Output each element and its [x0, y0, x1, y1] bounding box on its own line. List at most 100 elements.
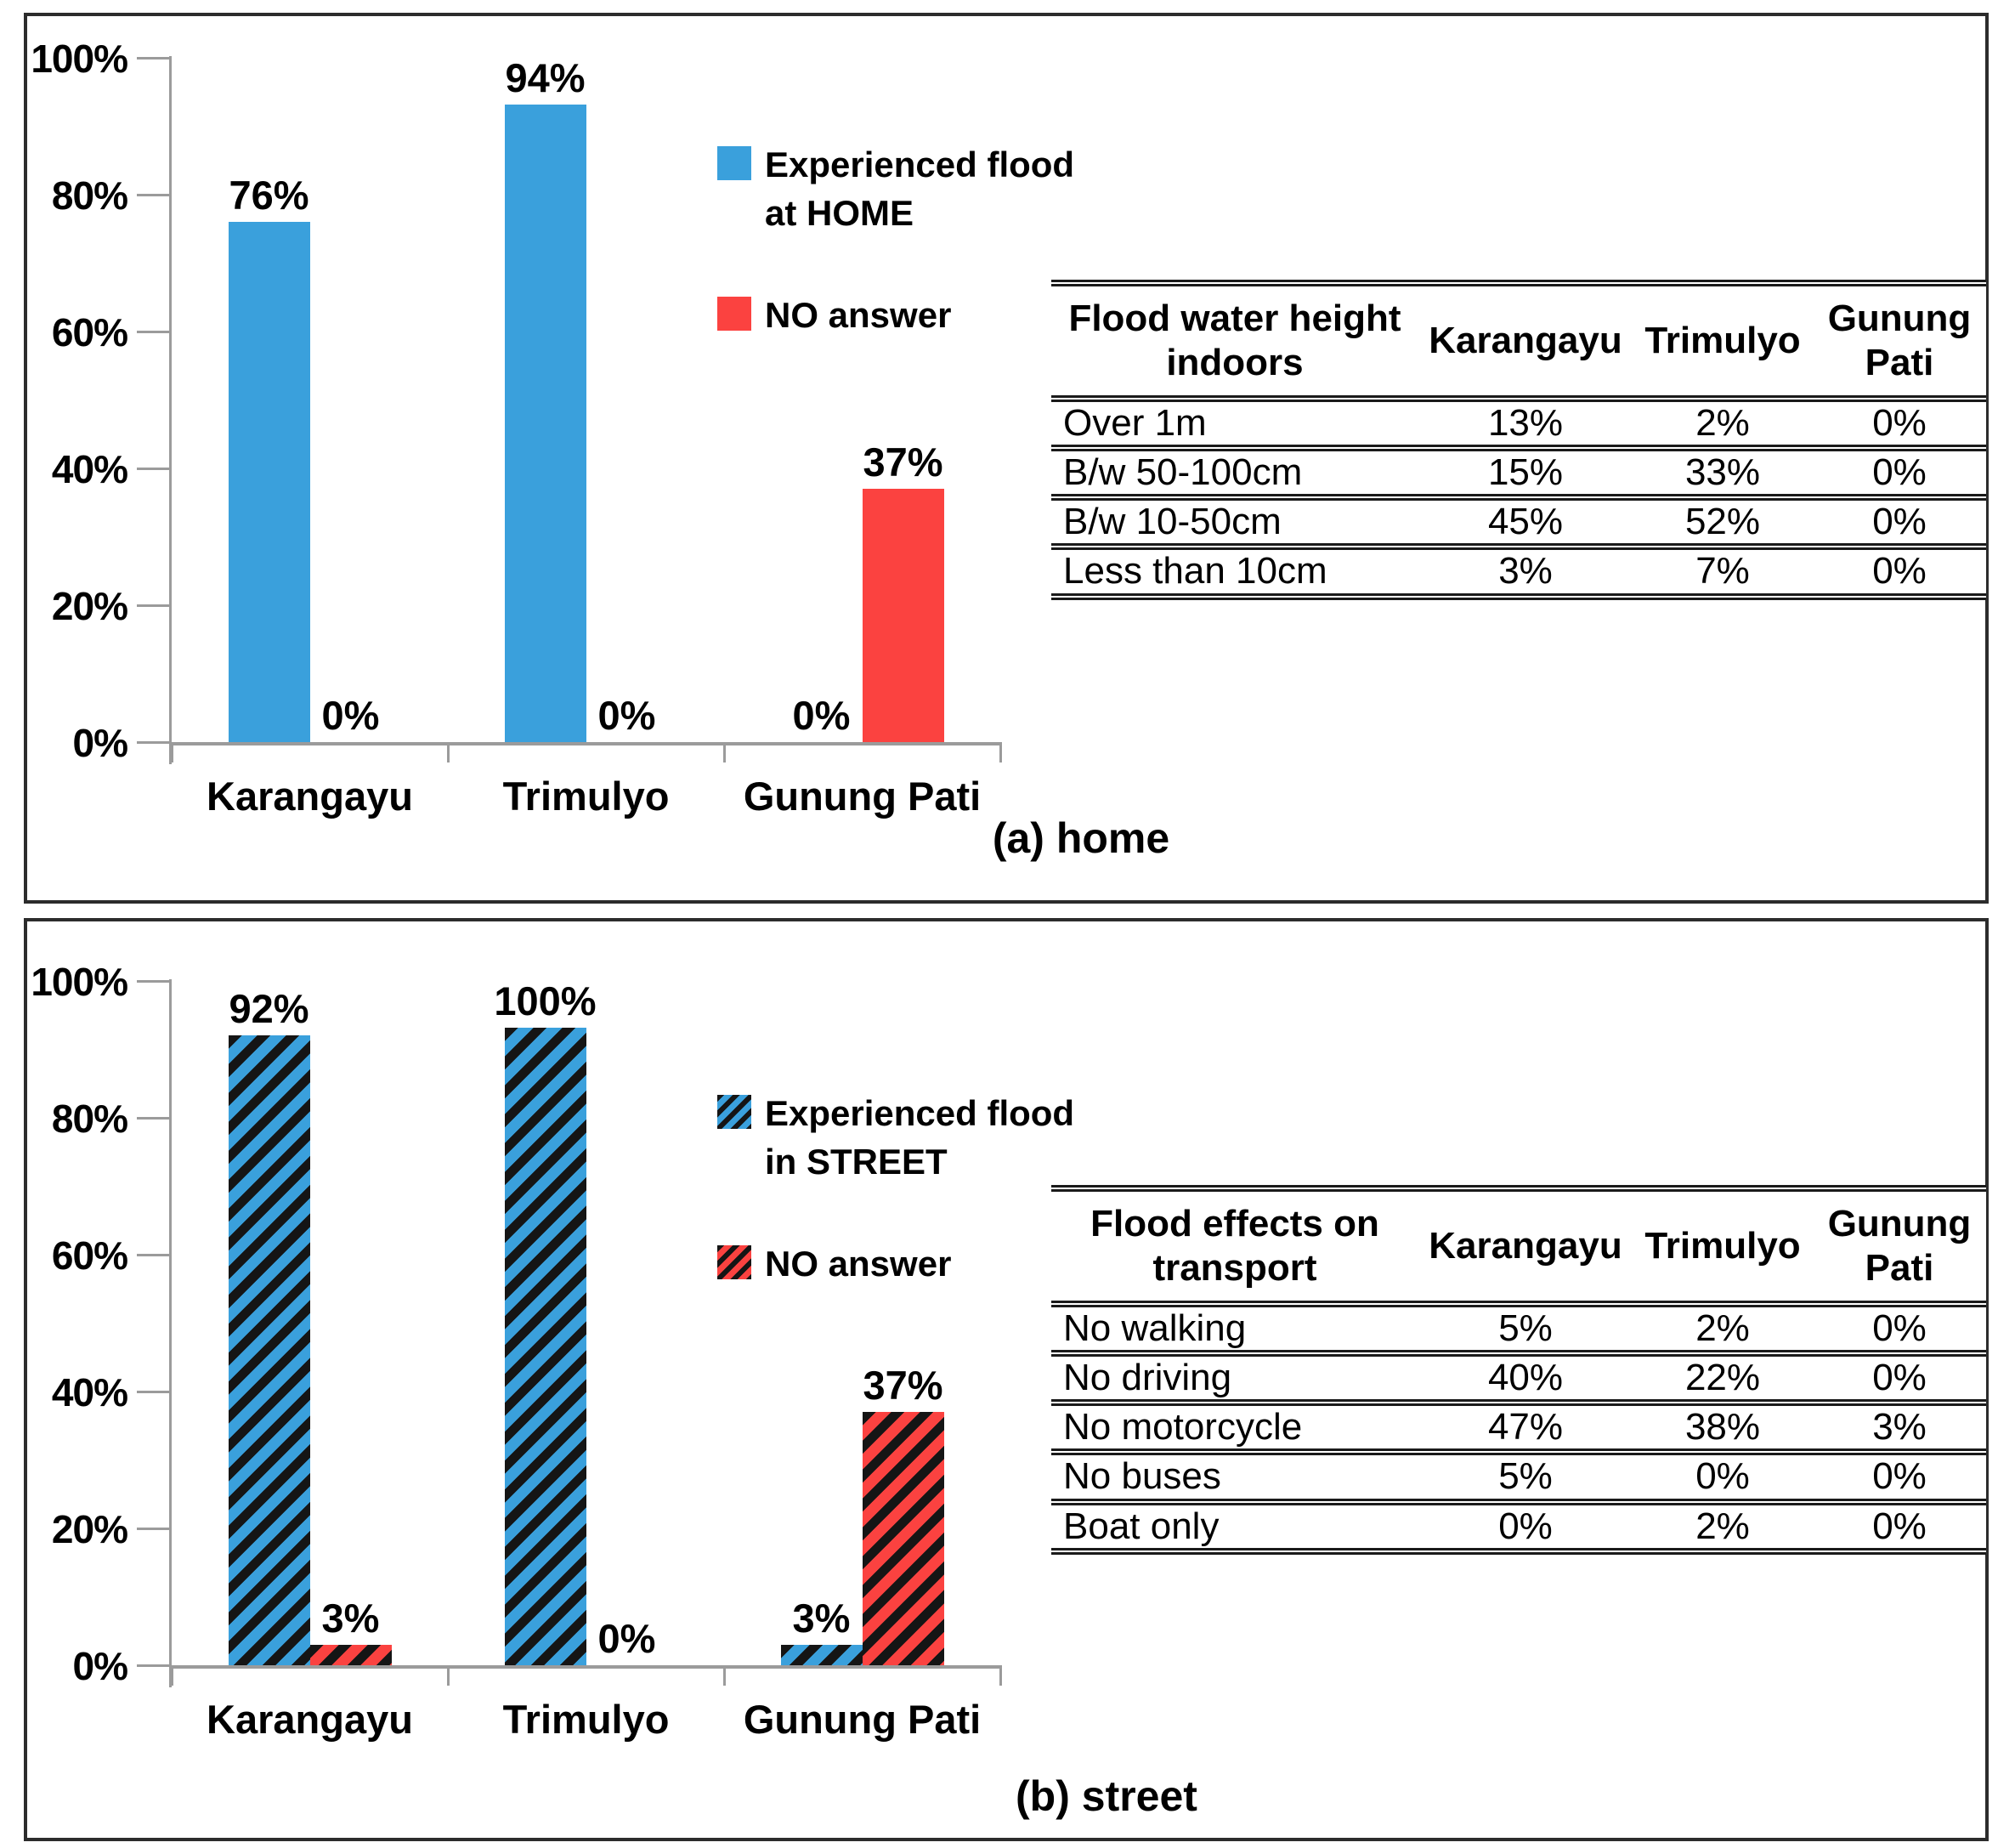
table-cell: 0%	[1872, 1505, 1927, 1547]
y-axis-tick	[137, 1117, 171, 1120]
y-axis-label: 20%	[51, 584, 128, 628]
bar-slot: 100%	[494, 981, 597, 1665]
y-axis-tick	[137, 980, 171, 983]
table-cell: 22%	[1684, 1357, 1761, 1398]
flood-survey-figure: 76% 0% 94% 0% 0% 37% 100% 80% 60% 40% 20% 0% Karang…	[24, 13, 1998, 1841]
y-axis-tick	[137, 331, 171, 333]
bar-groups: 92% 3% 100% 0% 3% 37%	[172, 981, 1000, 1665]
y-axis-tick	[137, 468, 171, 470]
table-row: No walking 5% 2% 0%	[1051, 1304, 1986, 1353]
bar-groups: 76% 0% 94% 0% 0% 37%	[172, 58, 1000, 742]
table-cell: 0%	[1498, 1505, 1553, 1547]
legend-swatch-icon	[717, 1095, 751, 1129]
legend-item: NO answer	[717, 292, 1108, 340]
y-axis-label: 20%	[51, 1507, 128, 1551]
legend-item: NO answer	[717, 1240, 1108, 1289]
y-axis-tick	[137, 57, 171, 60]
bar-experienced-flood	[228, 222, 310, 742]
bar-slot: 3%	[309, 981, 392, 1665]
table-row: No motorcycle 47% 38% 3%	[1051, 1403, 1986, 1453]
bar-experienced-flood	[228, 1035, 310, 1665]
legend-swatch-icon	[717, 1245, 751, 1280]
table-header-row: Flood water height indoors Karangayu Trimu…	[1051, 283, 1986, 399]
bar-value-label: 0%	[321, 693, 380, 738]
bar-group: 3% 37%	[724, 981, 1000, 1665]
table-cell: B/w 10-50cm	[1063, 501, 1282, 543]
bar-value-label: 92%	[229, 986, 309, 1032]
legend-home: Experienced flood at HOME NO answer	[717, 141, 1108, 394]
bar-value-label: 0%	[597, 693, 656, 738]
bar-no-answer	[862, 1412, 944, 1665]
table-body: No walking 5% 2% 0% No driving 40% 22% 0% No mot…	[1051, 1304, 1986, 1551]
x-axis-tick	[723, 1665, 726, 1686]
table-row: Less than 10cm 3% 7% 0%	[1051, 547, 1986, 596]
legend-swatch-icon	[717, 146, 751, 180]
y-axis-label: 100%	[31, 960, 128, 1004]
x-axis-tick	[171, 742, 173, 762]
y-axis-label: 40%	[51, 447, 128, 491]
table-body: Over 1m 13% 2% 0% B/w 50-100cm 15% 33% 0% B/w 10…	[1051, 399, 1986, 597]
table-cell: 38%	[1684, 1406, 1761, 1448]
y-axis-label: 40%	[51, 1370, 128, 1414]
table-cell: No buses	[1063, 1455, 1221, 1498]
table-cell: 5%	[1498, 1455, 1553, 1498]
plot-area-home: 76% 0% 94% 0% 0% 37% 100% 80% 60% 40% 20% 0% Karang…	[31, 39, 1002, 819]
table-cell: 0%	[1872, 1357, 1927, 1398]
bar-slot: 3%	[780, 981, 863, 1665]
table-row: Over 1m 13% 2% 0%	[1051, 399, 1986, 448]
table-cell: 5%	[1498, 1307, 1553, 1349]
bar-value-label: 0%	[792, 693, 851, 738]
table-cell: No walking	[1063, 1307, 1247, 1349]
bar-slot: 94%	[504, 58, 586, 742]
legend-label: NO answer	[765, 1244, 952, 1284]
table-cell: 47%	[1487, 1406, 1564, 1448]
table-header-cell: Trimulyo	[1644, 1224, 1801, 1267]
plot-area-street: 92% 3% 100% 0% 3% 37% 100% 80% 60% 40% 20% 0% Karan…	[31, 962, 1002, 1742]
table-row: B/w 50-100cm 15% 33% 0%	[1051, 448, 1986, 498]
bar-slot: 37%	[862, 58, 944, 742]
y-axis-line	[169, 56, 172, 764]
table-cell: B/w 50-100cm	[1063, 451, 1303, 493]
bar-group: 92% 3%	[172, 981, 448, 1665]
x-axis-line	[169, 742, 1000, 745]
table-cell: 7%	[1695, 550, 1750, 592]
flood-transport-effects-table: Flood effects on transport Karangayu Trimu…	[1051, 1185, 1986, 1555]
category-label: Karangayu	[207, 1697, 413, 1742]
bar-value-label: 37%	[863, 1363, 943, 1409]
legend-item: Experienced flood in STREET	[717, 1090, 1108, 1186]
table-row: No driving 40% 22% 0%	[1051, 1353, 1986, 1403]
bar-experienced-flood	[504, 1028, 586, 1665]
table-cell: Boat only	[1063, 1505, 1220, 1547]
x-axis-tick	[999, 1665, 1002, 1686]
bar-group: 100% 0%	[448, 981, 724, 1665]
x-axis-tick	[723, 742, 726, 762]
bar-experienced-flood	[780, 1644, 863, 1665]
x-axis-tick	[447, 742, 450, 762]
category-label: Gunung Pati	[743, 1697, 982, 1742]
table-row: B/w 10-50cm 45% 52% 0%	[1051, 497, 1986, 547]
bar-value-label: 0%	[597, 1616, 656, 1661]
bar-slot: 0%	[781, 58, 863, 742]
table-cell: Over 1m	[1063, 401, 1207, 444]
table-cell: 2%	[1695, 1505, 1750, 1547]
table-header-cell: Gunung Pati	[1827, 1203, 1972, 1289]
y-axis-tick	[137, 1664, 171, 1667]
table-cell: No driving	[1063, 1357, 1232, 1398]
bar-no-answer	[309, 1644, 392, 1665]
legend-street: Experienced flood in STREET NO answer	[717, 1090, 1108, 1343]
table-cell: 33%	[1684, 451, 1761, 493]
bar-slot: 92%	[228, 981, 310, 1665]
x-axis-tick	[447, 1665, 450, 1686]
bar-value-label: 76%	[229, 173, 309, 218]
bar-slot: 0%	[310, 58, 392, 742]
y-axis-tick	[137, 1391, 171, 1393]
table-cell: 0%	[1872, 550, 1927, 592]
panel-caption-home: (a) home	[992, 814, 1170, 862]
bar-group: 94% 0%	[448, 58, 724, 742]
table-cell: 40%	[1487, 1357, 1564, 1398]
table-cell: 3%	[1872, 1406, 1927, 1448]
table-cell: 3%	[1498, 550, 1553, 592]
bar-value-label: 100%	[494, 978, 597, 1023]
x-axis-tick	[171, 1665, 173, 1686]
y-axis-tick	[137, 1254, 171, 1256]
